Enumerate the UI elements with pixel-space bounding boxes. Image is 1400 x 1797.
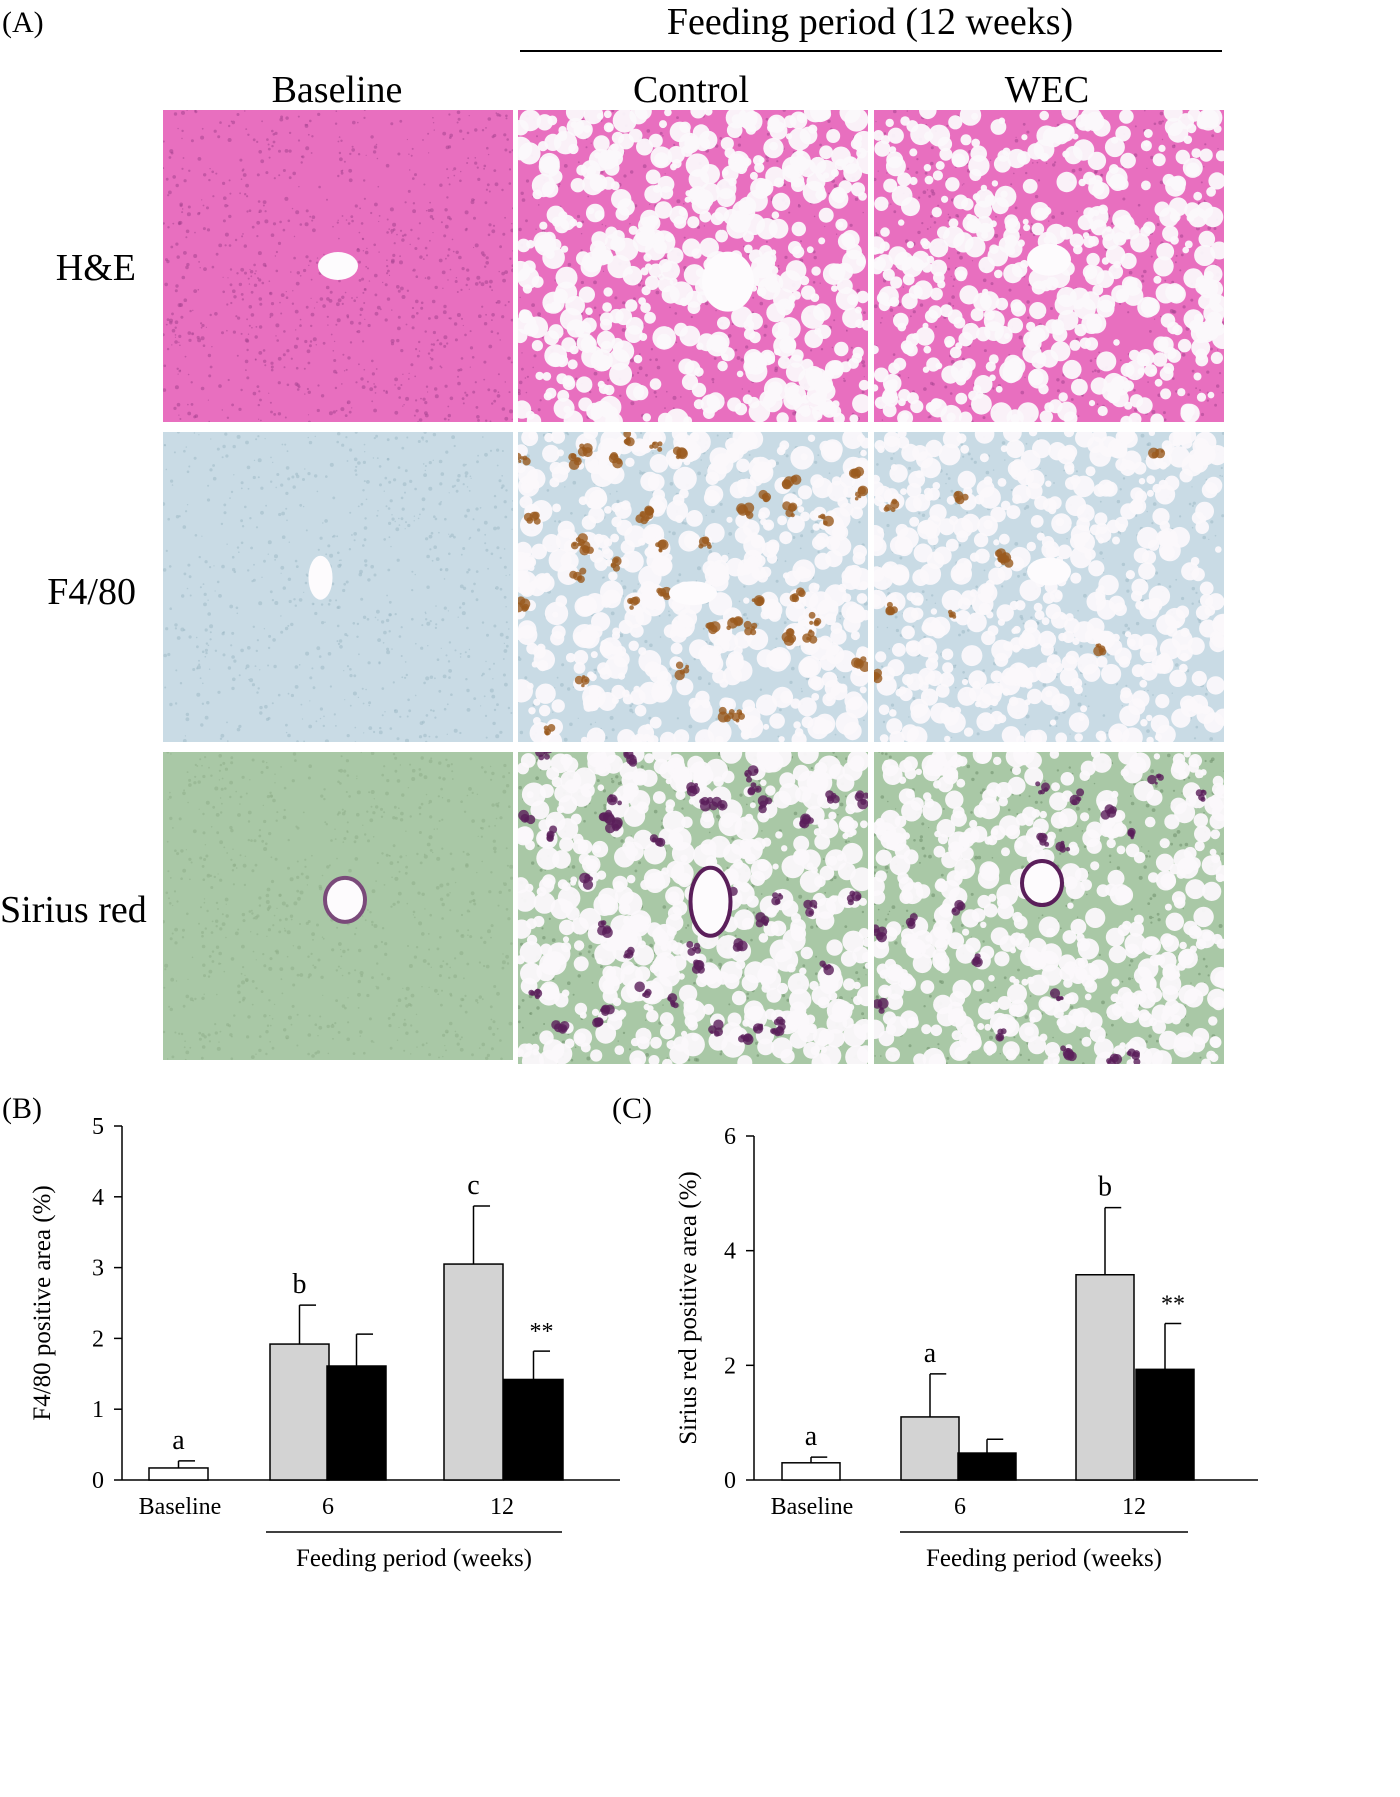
micrograph-f480-wec: [874, 432, 1224, 742]
bar-6-1: [901, 1417, 959, 1480]
x-axis-label: Feeding period (weeks): [926, 1545, 1162, 1572]
micrograph-he-baseline: [163, 110, 513, 422]
bar-12-3: [1076, 1275, 1134, 1480]
bar-6-1: [270, 1344, 329, 1480]
y-tick-label: 2: [724, 1353, 736, 1379]
y-tick-label: 3: [92, 1256, 104, 1282]
bar-annotation: a: [924, 1338, 937, 1369]
x-tick-label: 6: [322, 1494, 334, 1520]
micrograph-f480-baseline: [163, 432, 513, 742]
micrograph-sirius-baseline: [163, 752, 513, 1060]
y-tick-label: 0: [92, 1468, 104, 1494]
bar-annotation: **: [1161, 1291, 1185, 1317]
bar-annotation: a: [172, 1425, 185, 1456]
bar-annotation: a: [805, 1421, 818, 1452]
bar-annotation: **: [530, 1319, 554, 1345]
row-label-sirius-red: Sirius red: [0, 888, 136, 932]
micrograph-sirius-control: [518, 752, 868, 1064]
chart-sirius-svg: 0 2 4 6 Sirius red positive area (%) a a b ** Bas…: [640, 1100, 1400, 1792]
panel-a-letter: (A): [2, 6, 44, 40]
bar-baseline-0: [149, 1468, 208, 1480]
y-tick-label: 4: [724, 1239, 736, 1265]
x-tick-label: 12: [490, 1494, 514, 1520]
y-tick-label: 4: [92, 1185, 104, 1211]
bar-6-2: [327, 1366, 386, 1480]
micrograph-he-wec: [874, 110, 1224, 422]
bar-annotation: b: [293, 1269, 307, 1300]
micrograph-f480-control: [518, 432, 868, 742]
row-label-f480: F4/80: [0, 570, 136, 614]
feeding-period-header: Feeding period (12 weeks): [520, 0, 1220, 44]
x-tick-label: Baseline: [139, 1494, 222, 1520]
chart-sirius: 0 2 4 6 Sirius red positive area (%) a a b ** Bas…: [640, 1100, 1400, 1792]
y-axis-label: Sirius red positive area (%): [675, 1171, 702, 1445]
column-header-baseline: Baseline: [162, 68, 512, 112]
bar-12-4: [1136, 1369, 1194, 1480]
x-axis-label: Feeding period (weeks): [296, 1545, 532, 1572]
y-tick-label: 1: [92, 1397, 104, 1423]
y-tick-label: 0: [724, 1468, 736, 1494]
y-tick-label: 6: [724, 1124, 736, 1150]
feeding-period-rule: [520, 50, 1222, 52]
bar-baseline-0: [782, 1463, 840, 1480]
y-tick-label: 2: [92, 1326, 104, 1352]
y-axis-label: F4/80 positive area (%): [29, 1185, 56, 1420]
x-tick-label: Baseline: [771, 1494, 854, 1520]
bar-annotation: c: [467, 1170, 479, 1201]
bar-annotation: b: [1098, 1172, 1112, 1203]
bar-12-4: [504, 1379, 563, 1480]
micrograph-he-control: [518, 110, 868, 422]
micrograph-sirius-wec: [874, 752, 1224, 1064]
x-tick-label: 12: [1122, 1494, 1146, 1520]
bar-6-2: [958, 1453, 1016, 1480]
column-header-control: Control: [516, 68, 866, 112]
x-tick-label: 6: [954, 1494, 966, 1520]
bar-12-3: [444, 1264, 503, 1480]
row-label-he: H&E: [0, 246, 136, 290]
y-tick-label: 5: [92, 1114, 104, 1140]
column-header-wec: WEC: [872, 68, 1222, 112]
